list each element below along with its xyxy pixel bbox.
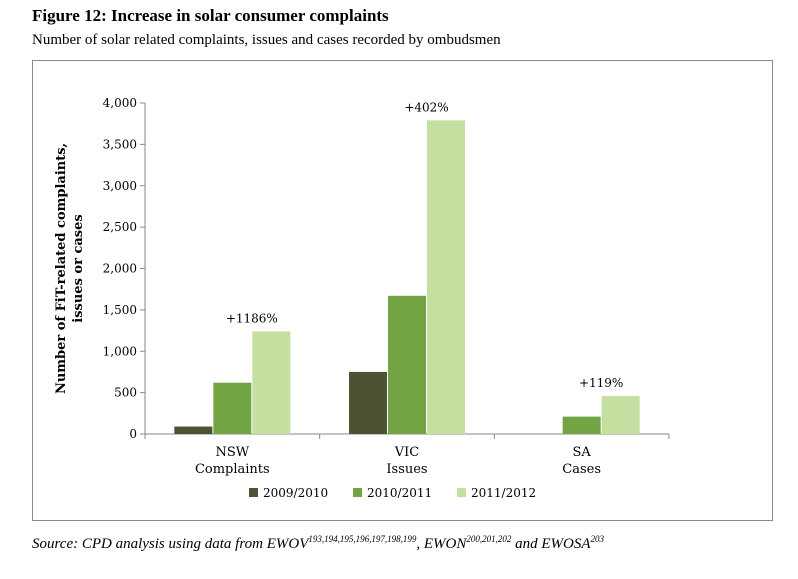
x-category-sublabel: Cases xyxy=(562,462,601,477)
y-axis-label: Number of FiT-related complaints, issues … xyxy=(54,143,86,394)
y-tick-label: 3,500 xyxy=(103,137,137,151)
bar-nsw-2011-2012 xyxy=(252,331,291,434)
bar-vic-2011-2012 xyxy=(427,120,465,434)
y-tick-label: 3,000 xyxy=(103,179,137,193)
source-refs-ewosa: 203 xyxy=(590,534,605,544)
legend-label: 2010/2011 xyxy=(367,486,432,500)
y-axis-label-line-2: issues or cases xyxy=(71,214,86,322)
y-tick-label: 500 xyxy=(114,386,137,400)
source-text-1: Source: CPD analysis using data from EWO… xyxy=(32,536,309,552)
source-text-3: and EWOSA xyxy=(511,536,591,552)
bar-sa-2011-2012 xyxy=(601,395,640,434)
x-category-sublabel: Issues xyxy=(386,462,427,477)
x-category-label: SA xyxy=(573,445,592,460)
legend-label: 2009/2010 xyxy=(263,486,328,500)
legend-swatch xyxy=(457,488,466,497)
source-text-2: , EWON xyxy=(416,536,467,552)
axes: 0 500 1,000 1,500 2,000 2,500 3,000 3,500 4,000 N… xyxy=(54,96,670,441)
legend-swatch xyxy=(249,488,258,497)
y-axis-label-line-1: Number of FiT-related complaints, xyxy=(54,143,69,394)
bars xyxy=(174,120,640,434)
source-refs-ewon: 200,201,202 xyxy=(466,534,512,544)
bar-vic-2010-2011 xyxy=(388,295,426,434)
x-category-label: NSW xyxy=(216,445,250,460)
y-tick-label: 0 xyxy=(129,427,137,441)
bar-chart: 0 500 1,000 1,500 2,000 2,500 3,000 3,500 4,000 N… xyxy=(54,96,670,500)
bar-vic-2009-2010 xyxy=(349,371,387,434)
y-tick-label: 2,500 xyxy=(103,220,137,234)
figure-title: Figure 12: Increase in solar consumer co… xyxy=(32,6,389,25)
bar-sa-2010-2011 xyxy=(562,416,601,434)
bar-nsw-2009-2010 xyxy=(174,426,213,434)
x-category-sublabel: Complaints xyxy=(195,462,270,477)
figure-subtitle: Number of solar related complaints, issu… xyxy=(32,32,501,48)
growth-annotation: +402% xyxy=(404,100,448,114)
y-tick-label: 2,000 xyxy=(103,262,137,276)
legend-swatch xyxy=(353,488,362,497)
x-category-label: VIC xyxy=(394,445,420,460)
legend: 2009/2010 2010/2011 2011/2012 xyxy=(249,486,536,500)
y-tick-label: 4,000 xyxy=(103,96,137,110)
chart-frame: 0 500 1,000 1,500 2,000 2,500 3,000 3,500 4,000 N… xyxy=(32,60,773,521)
y-tick-label: 1,500 xyxy=(103,303,137,317)
labels: +1186% NSW Complaints +402% VIC Issues +119% SA… xyxy=(195,100,623,477)
growth-annotation: +119% xyxy=(579,376,623,390)
y-tick-label: 1,000 xyxy=(103,344,137,358)
source-refs-ewov: 193,194,195,196,197,198,199 xyxy=(308,534,417,544)
bar-nsw-2010-2011 xyxy=(213,382,252,434)
source-note: Source: CPD analysis using data from EWO… xyxy=(32,534,604,553)
growth-annotation: +1186% xyxy=(226,311,278,325)
legend-label: 2011/2012 xyxy=(471,486,536,500)
